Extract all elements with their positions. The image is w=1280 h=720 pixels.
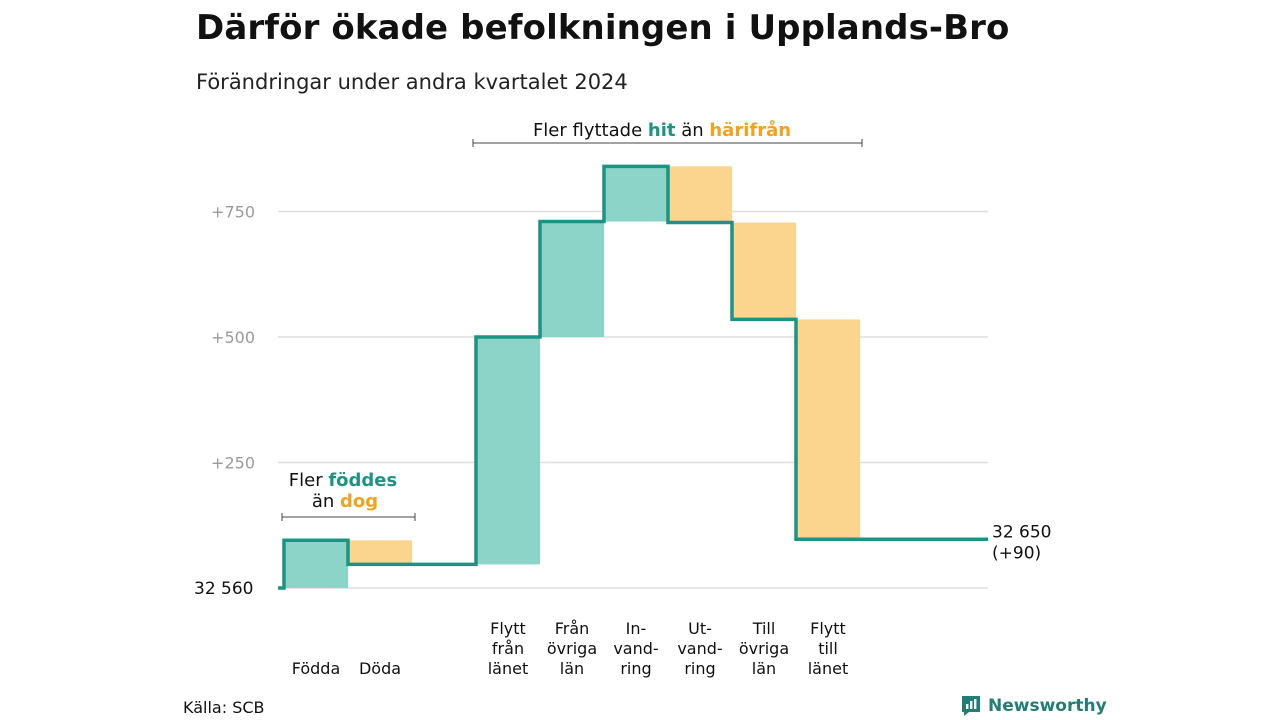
category-label-8: länet xyxy=(808,659,849,678)
bar-2 xyxy=(348,540,412,565)
category-label-4: län xyxy=(560,659,584,678)
category-label-3: länet xyxy=(488,659,529,678)
bar-4 xyxy=(540,221,604,337)
category-label-1: Födda xyxy=(292,659,341,678)
bar-8 xyxy=(796,319,860,540)
brand-logo: Newsworthy xyxy=(960,694,1107,718)
bar-3 xyxy=(476,337,540,565)
bar-7 xyxy=(732,222,796,320)
category-label-6: ring xyxy=(684,659,715,678)
y-tick-label: +750 xyxy=(211,203,255,222)
annotation-births-line2: än dog xyxy=(312,491,378,512)
category-label-7: övriga xyxy=(739,639,789,658)
category-label-8: Flytt xyxy=(810,619,846,638)
category-label-6: Ut- xyxy=(688,619,712,638)
category-label-7: län xyxy=(752,659,776,678)
source-note: Källa: SCB xyxy=(183,698,265,717)
category-label-5: vand- xyxy=(613,639,658,658)
category-label-8: till xyxy=(818,639,838,658)
category-label-3: från xyxy=(492,639,524,658)
category-label-4: Från xyxy=(555,619,590,638)
annotation-moves: Fler flyttade hit än härifrån xyxy=(533,119,791,141)
category-label-3: Flytt xyxy=(490,619,526,638)
end-change-label: (+90) xyxy=(992,543,1041,563)
category-label-5: In- xyxy=(626,619,647,638)
y-tick-label: +500 xyxy=(211,328,255,347)
annotation-births-line1: Fler föddes xyxy=(289,470,397,491)
start-value-label: 32 560 xyxy=(194,579,253,599)
end-value-label: 32 650 xyxy=(992,522,1051,542)
chart-subtitle: Förändringar under andra kvartalet 2024 xyxy=(196,70,628,94)
category-label-5: ring xyxy=(620,659,651,678)
cumulative-step-line xyxy=(278,164,988,590)
y-tick-label: +250 xyxy=(211,454,255,473)
category-label-7: Till xyxy=(752,619,776,638)
chart-title: Därför ökade befolkningen i Upplands-Bro xyxy=(196,8,1010,48)
category-label-2: Döda xyxy=(359,659,401,678)
category-label-4: övriga xyxy=(547,639,597,658)
category-label-6: vand- xyxy=(677,639,722,658)
newsworthy-logo-icon xyxy=(962,696,980,716)
bar-6 xyxy=(668,166,732,223)
bar-5 xyxy=(604,166,668,222)
brand-name: Newsworthy xyxy=(988,696,1107,716)
bar-1 xyxy=(284,540,348,588)
